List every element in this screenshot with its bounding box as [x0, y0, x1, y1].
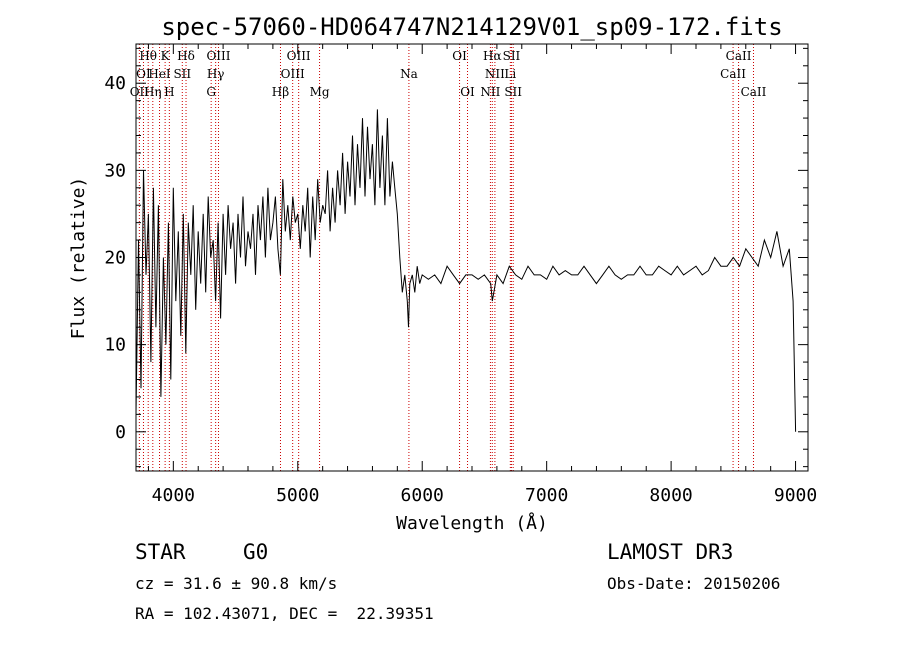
line-label-hγ: Hγ — [207, 67, 225, 81]
line-label-nii: NII — [485, 67, 505, 81]
line-label-hβ: Hβ — [272, 85, 289, 99]
x-axis: 4000 5000 6000 7000 8000 9000 — [147, 44, 817, 506]
obs-date: Obs-Date: 20150206 — [607, 574, 781, 593]
spectral-subclass: G0 — [243, 540, 269, 564]
x-tick-label: 6000 — [401, 485, 444, 506]
line-label-nii: NII — [480, 85, 500, 99]
x-tick-label: 4000 — [152, 485, 195, 506]
y-axis-label: Flux (relative) — [68, 177, 89, 340]
line-label-oi: OI — [136, 67, 151, 81]
line-label-oi: OI — [460, 85, 475, 99]
line-label-sii: SII — [504, 85, 522, 99]
line-label-oiii: OIII — [206, 49, 230, 63]
line-label-hα: Hα — [483, 49, 502, 63]
x-tick-label: 8000 — [649, 485, 692, 506]
y-axis: 0 10 20 30 40 — [104, 47, 808, 468]
line-label-hδ: Hδ — [177, 49, 195, 63]
chart-title: spec-57060-HD064747N214129V01_sp09-172.f… — [161, 13, 782, 41]
y-tick-label: 30 — [104, 160, 126, 181]
object-class: STAR — [135, 540, 186, 564]
line-label-mg: Mg — [310, 85, 330, 99]
line-label-na: Na — [400, 67, 418, 81]
ra-dec-coordinates: RA = 102.43071, DEC = 22.39351 — [135, 604, 434, 623]
x-tick-label: 9000 — [774, 485, 817, 506]
line-label-hθ: Hθ — [139, 49, 157, 63]
line-label-g: G — [206, 85, 216, 99]
line-label-oiii: OIII — [287, 49, 311, 63]
line-label-sii: SII — [173, 67, 191, 81]
line-label-sii: SII — [503, 49, 521, 63]
line-label-h: H — [164, 85, 174, 99]
y-tick-label: 0 — [115, 422, 126, 443]
line-label-oii: OII — [130, 85, 150, 99]
line-label-caii: CaII — [726, 49, 752, 63]
line-label-caii: CaII — [741, 85, 767, 99]
line-label-oiii: OIII — [281, 67, 305, 81]
x-tick-label: 5000 — [276, 485, 319, 506]
line-label-hei: HeI — [148, 67, 171, 81]
flux-series-line — [135, 109, 797, 432]
y-tick-label: 10 — [104, 335, 126, 356]
spectral-line-markers — [138, 44, 754, 471]
y-tick-label: 40 — [104, 73, 126, 94]
redshift-cz: cz = 31.6 ± 90.8 km/s — [135, 574, 338, 593]
x-tick-label: 7000 — [525, 485, 568, 506]
line-label-li: Li — [504, 67, 516, 81]
x-axis-label: Wavelength (Å) — [396, 512, 548, 534]
line-label-caii: CaII — [720, 67, 746, 81]
line-label-oi: OI — [452, 49, 467, 63]
line-label-hη: Hη — [144, 85, 162, 99]
survey-name: LAMOST DR3 — [607, 540, 734, 564]
line-label-k: K — [161, 49, 171, 63]
y-tick-label: 20 — [104, 248, 126, 269]
